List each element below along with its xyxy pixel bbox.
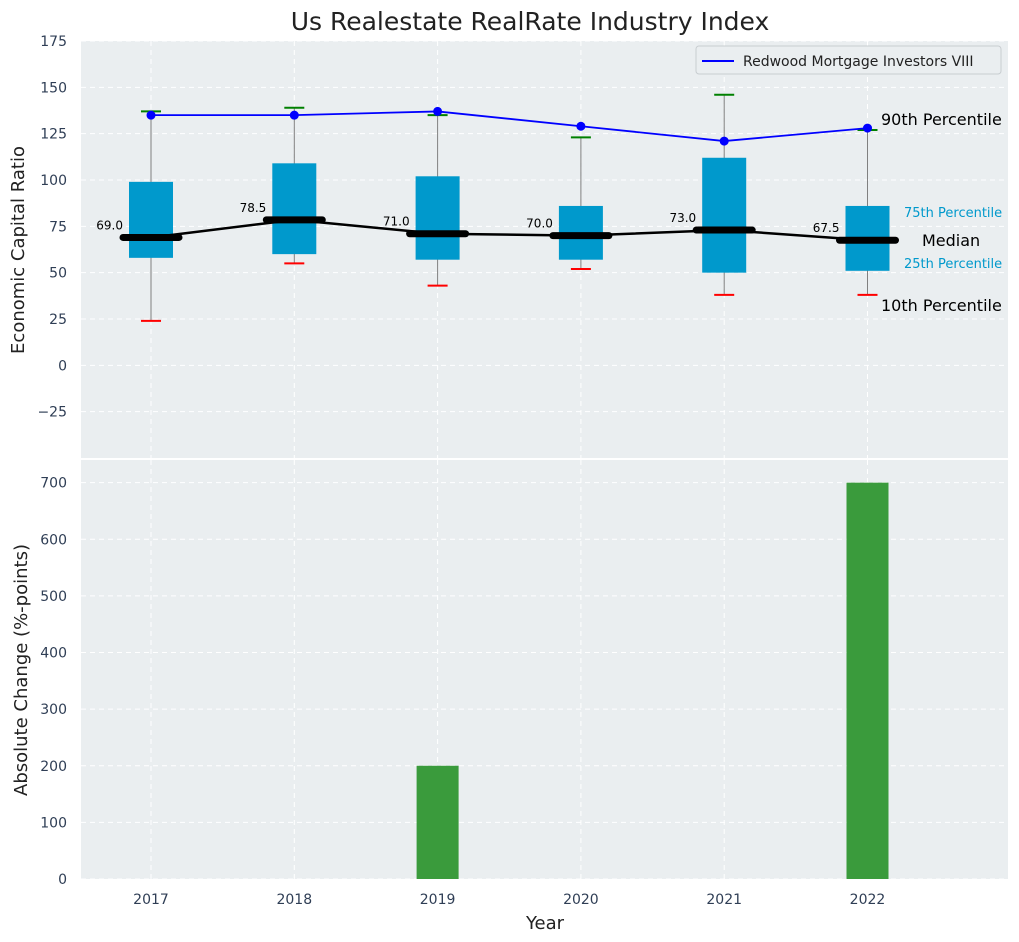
series-line xyxy=(151,110,868,142)
series-point xyxy=(289,110,299,120)
y-tick-label: 0 xyxy=(58,872,67,888)
median-value-label: 67.5 xyxy=(813,221,840,235)
y-tick-label: 500 xyxy=(40,589,67,605)
x-ticks: 2017 2018 2019 2020 2021 2022 xyxy=(133,892,885,908)
series-point xyxy=(576,121,586,131)
y-tick-label: 125 xyxy=(40,127,67,143)
top-plot: 69.0 78.5 71.0 70.0 73.0 67.5 xyxy=(96,93,899,322)
annotation-10th: 10th Percentile xyxy=(881,296,1002,315)
series-point xyxy=(146,110,156,120)
bottom-y-axis-label: Absolute Change (%-points) xyxy=(11,544,32,796)
box xyxy=(415,176,460,260)
x-tick-label: 2018 xyxy=(276,892,312,908)
median-value-label: 70.0 xyxy=(526,217,553,231)
median-value-label: 71.0 xyxy=(383,215,410,229)
y-tick-label: 150 xyxy=(40,80,67,96)
legend-entry-label: Redwood Mortgage Investors VIII xyxy=(743,54,974,70)
bottom-plot xyxy=(416,482,889,879)
bar xyxy=(416,765,459,879)
legend: Redwood Mortgage Investors VIII xyxy=(695,45,1002,75)
x-tick-label: 2021 xyxy=(706,892,742,908)
series-point xyxy=(719,136,729,146)
x-tick-label: 2020 xyxy=(563,892,599,908)
x-tick-label: 2019 xyxy=(420,892,456,908)
y-tick-label: 400 xyxy=(40,646,67,662)
series-point xyxy=(433,106,443,116)
x-tick-label: 2017 xyxy=(133,892,169,908)
median-value-label: 69.0 xyxy=(96,218,123,232)
x-tick-label: 2022 xyxy=(850,892,886,908)
y-tick-label: 75 xyxy=(49,219,67,235)
series-point xyxy=(863,123,872,133)
median-value-label: 73.0 xyxy=(669,211,696,225)
annotation-90th: 90th Percentile xyxy=(881,110,1002,129)
y-tick-label: 700 xyxy=(40,476,67,492)
box xyxy=(272,163,317,255)
y-tick-label: 175 xyxy=(40,34,67,50)
annotation-75th: 75th Percentile xyxy=(904,206,1002,221)
top-y-ticks: −25 0 25 50 75 100 125 150 175 xyxy=(37,34,67,421)
bar xyxy=(846,482,889,879)
x-axis-label: Year xyxy=(525,913,565,934)
y-tick-label: 600 xyxy=(40,532,67,548)
legend-box xyxy=(695,45,1002,75)
y-tick-label: 0 xyxy=(58,358,67,374)
y-tick-label: 25 xyxy=(49,312,67,328)
box xyxy=(702,157,747,273)
y-tick-label: −25 xyxy=(37,405,67,421)
top-y-axis-label: Economic Capital Ratio xyxy=(8,146,29,354)
box xyxy=(129,181,173,258)
y-tick-label: 200 xyxy=(40,759,67,775)
y-tick-label: 50 xyxy=(49,266,67,282)
annotations: 90th Percentile 75th Percentile Median 2… xyxy=(881,110,1002,315)
bottom-y-ticks: 0 100 200 300 400 500 600 700 xyxy=(40,476,67,888)
median-value-label: 78.5 xyxy=(240,201,267,215)
y-tick-label: 100 xyxy=(40,815,67,831)
annotation-median: Median xyxy=(922,231,980,250)
chart-title: Us Realestate RealRate Industry Index xyxy=(291,7,770,36)
y-tick-label: 300 xyxy=(40,702,67,718)
y-tick-label: 100 xyxy=(40,173,67,189)
annotation-25th: 25th Percentile xyxy=(904,257,1002,272)
